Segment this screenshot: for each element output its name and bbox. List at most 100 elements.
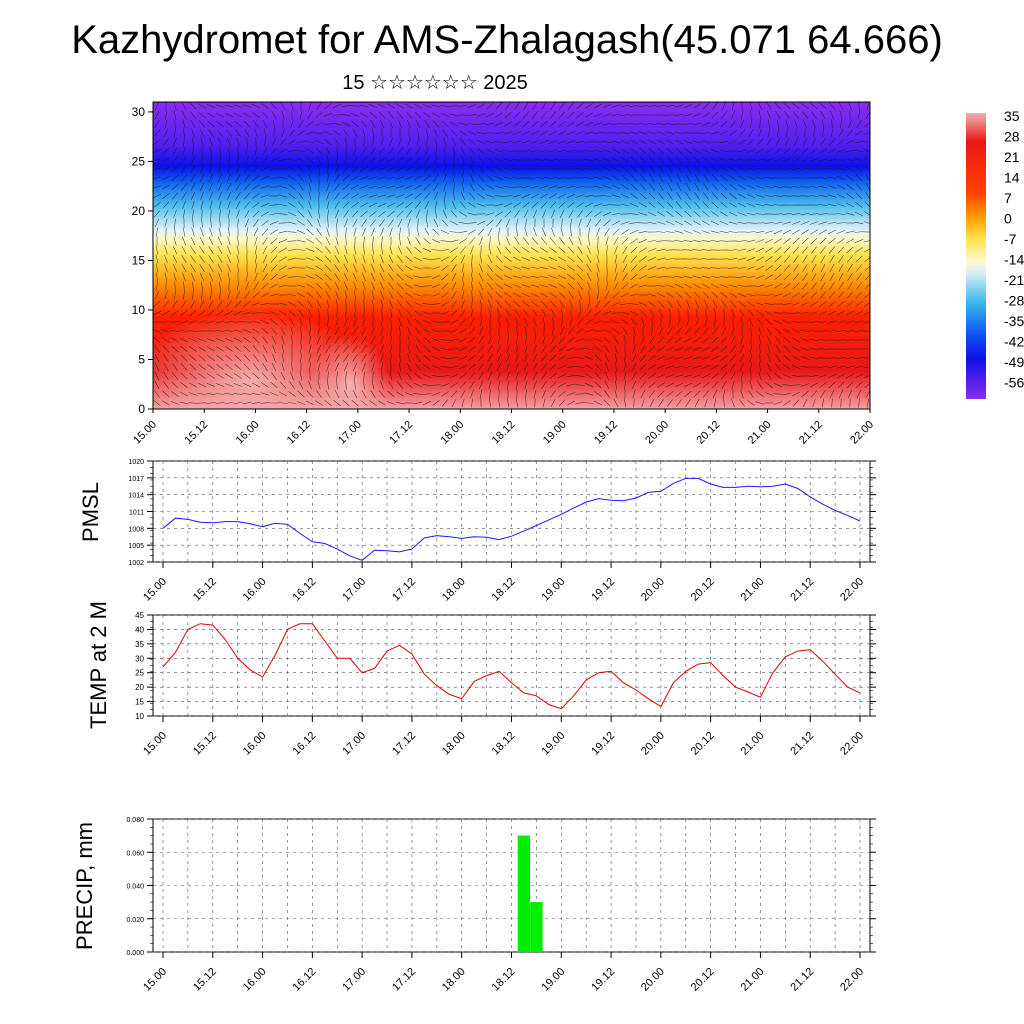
- x-tick-label: 18.12: [490, 966, 518, 994]
- x-tick-label: 18.00: [440, 730, 468, 758]
- x-tick-label: 20.12: [689, 730, 717, 758]
- x-tick-label: 18.00: [440, 966, 468, 994]
- x-tick-label: 20.00: [639, 576, 667, 604]
- cross-section-x-tick-label: 16.12: [285, 419, 313, 447]
- cross-section-y-tick-label: 20: [132, 204, 146, 218]
- x-tick-label: 19.12: [589, 576, 617, 604]
- colorbar-label: -21: [1004, 272, 1024, 288]
- y-tick-label: 35: [135, 640, 144, 649]
- colorbar-label: -56: [1004, 375, 1024, 391]
- x-tick-label: 21.00: [739, 576, 767, 604]
- x-tick-label: 19.12: [589, 730, 617, 758]
- x-tick-label: 19.00: [539, 576, 567, 604]
- x-tick-label: 16.12: [291, 966, 319, 994]
- y-tick-label: 40: [135, 625, 144, 634]
- colorbar-label: -42: [1004, 334, 1024, 350]
- cross-section-x-tick-label: 16.00: [234, 419, 262, 447]
- x-tick-label: 17.12: [390, 730, 418, 758]
- wind-vectors: [153, 102, 870, 408]
- pmsl-series-line: [162, 477, 861, 561]
- x-tick-label: 15.12: [191, 966, 219, 994]
- x-tick-label: 16.00: [241, 730, 269, 758]
- temp-panel: 45 40 35 30 25 20 15 10 15.00 15.12 16.00 16.12 17.…: [86, 601, 876, 758]
- x-tick-label: 20.12: [689, 966, 717, 994]
- precip-grid: [153, 818, 870, 953]
- x-tick-label: 21.12: [788, 966, 816, 994]
- cross-section-x-tick-label: 19.12: [592, 419, 620, 447]
- colorbar-label: 7: [1004, 190, 1012, 206]
- precip-bar: [530, 902, 543, 952]
- y-tick-label: 0.060: [126, 850, 144, 857]
- x-tick-label: 22.00: [838, 966, 866, 994]
- temp-grid: [153, 614, 870, 717]
- cross-section-y-tick-label: 10: [132, 303, 146, 317]
- x-tick-label: 17.00: [340, 966, 368, 994]
- x-tick-label: 19.00: [539, 966, 567, 994]
- cross-section-x-tick-label: 17.12: [387, 419, 415, 447]
- cross-section-x-tick-label: 17.00: [336, 419, 364, 447]
- cross-section-y-tick-label: 0: [138, 402, 145, 416]
- colorbar-label: -7: [1004, 231, 1017, 247]
- precip-panel: 0.080 0.060 0.040 0.020 0.000 15.00 15.12 16.0…: [72, 817, 876, 994]
- cross-section-x-ticks: 15.00 15.12 16.00 16.12 17.00 17.12 18.00 18.12…: [131, 409, 876, 447]
- x-tick-label: 16.00: [241, 966, 269, 994]
- colorbar-label: 0: [1004, 211, 1012, 227]
- colorbar: 35 28 21 14 7 0 -7 -14 -21 -28 -35 -42 -49 -56: [966, 108, 1024, 399]
- cross-section-x-tick-label: 18.12: [490, 419, 518, 447]
- y-tick-label: 25: [135, 669, 144, 678]
- x-tick-label: 15.00: [141, 966, 169, 994]
- temp-y-ticks: 45 40 35 30 25 20 15 10: [135, 611, 876, 721]
- cross-section-x-tick-label: 15.12: [182, 419, 210, 447]
- cross-section-y-tick-label: 25: [132, 154, 146, 168]
- x-tick-label: 19.00: [539, 730, 567, 758]
- precip-axis-label: PRECIP, mm: [72, 822, 97, 950]
- temp-series-line: [162, 623, 861, 710]
- cross-section-y-tick-label: 30: [132, 105, 146, 119]
- y-tick-label: 1020: [128, 459, 144, 466]
- colorbar-label: -49: [1004, 354, 1024, 370]
- precip-y-ticks: 0.080 0.060 0.040 0.020 0.000: [126, 817, 876, 957]
- chart-title: Kazhydromet for AMS-Zhalagash(45.071 64.…: [71, 18, 943, 62]
- y-tick-label: 0.080: [126, 817, 144, 824]
- x-tick-label: 20.00: [639, 730, 667, 758]
- y-tick-label: 1011: [129, 510, 144, 517]
- x-tick-label: 21.12: [788, 576, 816, 604]
- x-tick-label: 17.00: [340, 730, 368, 758]
- x-tick-label: 16.12: [291, 576, 319, 604]
- cross-section-x-tick-label: 18.00: [438, 419, 466, 447]
- colorbar-labels: 35 28 21 14 7 0 -7 -14 -21 -28 -35 -42 -49 -56: [1004, 108, 1024, 391]
- x-tick-label: 16.00: [241, 576, 269, 604]
- y-tick-label: 1002: [128, 560, 144, 567]
- x-tick-label: 22.00: [838, 730, 866, 758]
- x-tick-label: 17.12: [390, 966, 418, 994]
- x-tick-label: 21.12: [788, 730, 816, 758]
- y-tick-label: 1005: [128, 543, 144, 550]
- pmsl-x-ticks: 15.00 15.12 16.00 16.12 17.00 17.12 18.00 18.12…: [141, 562, 866, 604]
- y-tick-label: 20: [135, 683, 144, 692]
- x-tick-label: 17.00: [340, 576, 368, 604]
- precip-bar: [517, 835, 531, 952]
- precip-x-ticks: 15.00 15.12 16.00 16.12 17.00 17.12 18.00 18.12…: [141, 952, 866, 994]
- colorbar-label: -28: [1004, 293, 1024, 309]
- precip-bars: [517, 835, 543, 952]
- x-tick-label: 18.12: [490, 576, 518, 604]
- x-tick-label: 18.00: [440, 576, 468, 604]
- y-tick-label: 0.040: [126, 884, 144, 891]
- cross-section-x-tick-label: 20.00: [643, 419, 671, 447]
- pmsl-y-ticks: 1020 1017 1014 1011 1008 1005 1002: [128, 459, 876, 567]
- x-tick-label: 20.00: [639, 966, 667, 994]
- y-tick-label: 30: [135, 654, 144, 663]
- cross-section-y-tick-label: 5: [138, 352, 145, 366]
- warm-anomaly-mid: [310, 335, 390, 409]
- x-tick-label: 16.12: [291, 730, 319, 758]
- wind-vector-field: [153, 102, 870, 408]
- x-tick-label: 22.00: [838, 576, 866, 604]
- cross-section-x-tick-label: 21.00: [746, 419, 774, 447]
- x-tick-label: 17.12: [390, 576, 418, 604]
- x-tick-label: 15.00: [141, 576, 169, 604]
- cross-section-x-tick-label: 22.00: [848, 419, 876, 447]
- cross-section-x-tick-label: 20.12: [695, 419, 723, 447]
- x-tick-label: 21.00: [739, 730, 767, 758]
- temp-x-ticks: 15.00 15.12 16.00 16.12 17.00 17.12 18.00 18.12…: [141, 716, 866, 758]
